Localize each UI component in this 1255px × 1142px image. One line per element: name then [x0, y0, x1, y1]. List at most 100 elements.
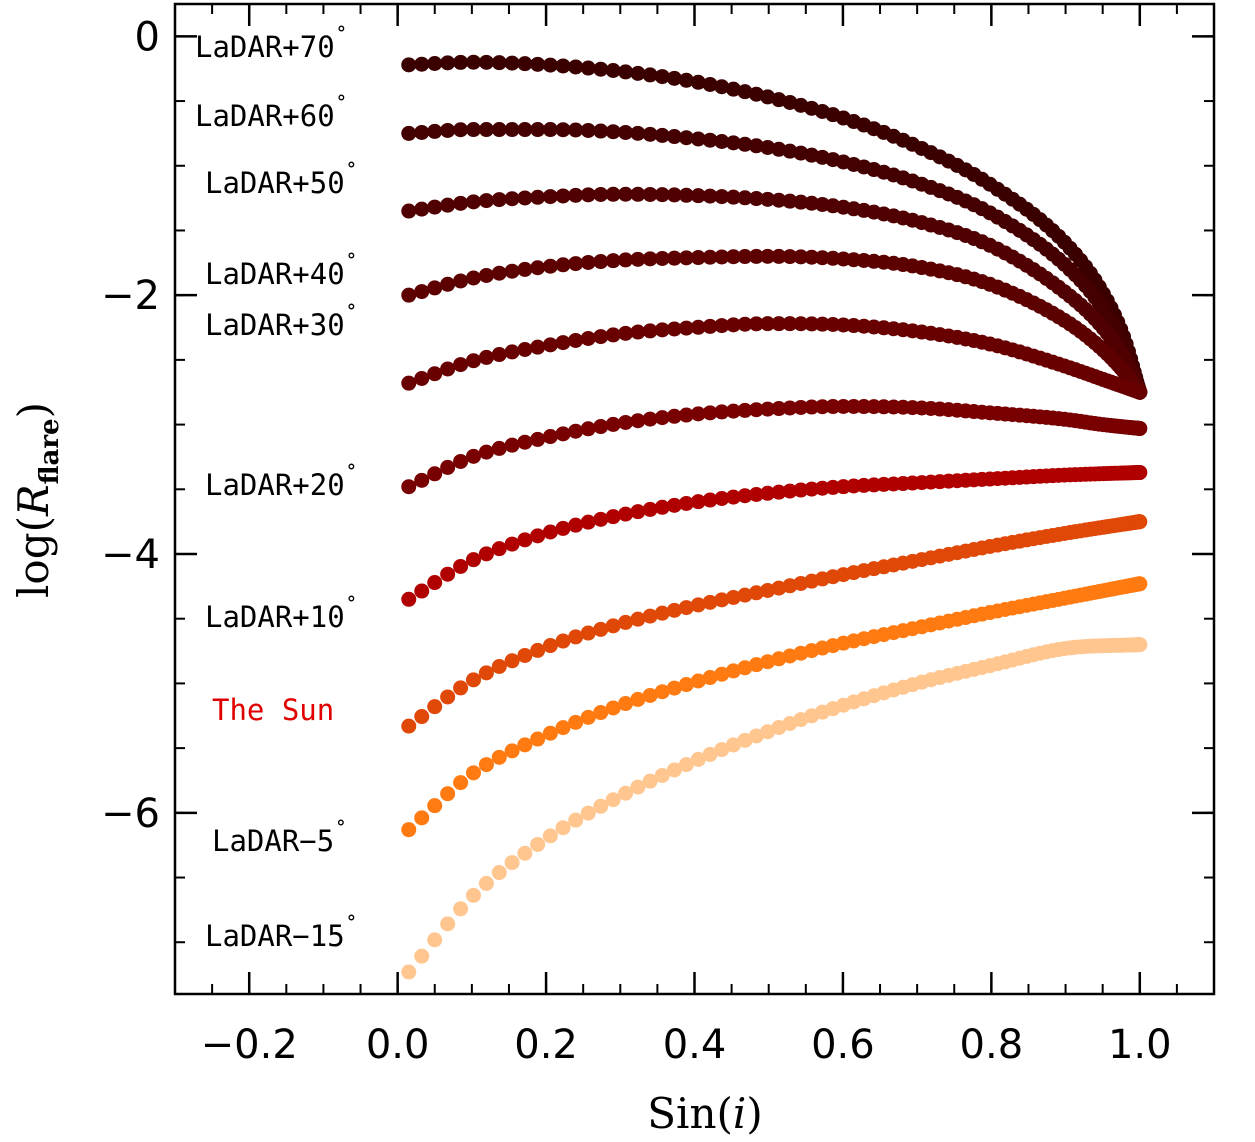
data-point	[580, 122, 596, 138]
data-point	[771, 192, 787, 208]
data-point	[542, 189, 558, 205]
data-point	[804, 316, 820, 332]
data-point	[666, 250, 682, 266]
data-point	[618, 252, 634, 268]
series-label-text: LaDAR−15	[205, 919, 345, 953]
data-point	[678, 250, 694, 266]
data-point	[702, 405, 718, 421]
data-point	[760, 191, 776, 207]
data-point	[814, 250, 830, 266]
data-point	[714, 491, 730, 507]
data-point	[737, 84, 753, 100]
data-point	[593, 123, 609, 139]
data-point	[725, 663, 741, 679]
data-point	[678, 130, 694, 146]
data-point	[580, 709, 596, 725]
data-point	[678, 187, 694, 203]
data-point	[555, 188, 571, 204]
data-series	[401, 464, 1148, 607]
data-point	[555, 426, 571, 442]
data-point	[440, 55, 456, 71]
data-point	[414, 124, 430, 140]
data-point	[517, 341, 533, 357]
data-point	[737, 660, 753, 676]
data-point	[466, 353, 482, 369]
data-point	[782, 400, 798, 416]
data-point	[530, 731, 546, 747]
data-point	[478, 546, 494, 562]
data-point	[666, 70, 682, 86]
series-label: LaDAR+50˚	[205, 162, 358, 200]
data-point	[580, 254, 596, 270]
data-point	[466, 887, 482, 903]
data-point	[530, 528, 546, 544]
data-point	[690, 250, 706, 266]
data-point	[568, 517, 584, 533]
data-point	[642, 773, 658, 789]
data-point	[401, 718, 417, 734]
data-point	[491, 440, 507, 456]
data-point	[517, 56, 533, 72]
data-point	[517, 190, 533, 206]
data-series	[401, 637, 1148, 980]
data-point	[702, 746, 718, 762]
data-point	[440, 122, 456, 138]
data-point	[630, 691, 646, 707]
data-point	[517, 647, 533, 663]
x-tick-label: 0.0	[366, 1022, 430, 1068]
data-point	[690, 74, 706, 90]
data-point	[440, 916, 456, 932]
data-point	[414, 810, 430, 826]
data-point	[737, 316, 753, 332]
data-point	[654, 605, 670, 621]
data-point	[642, 126, 658, 142]
data-point	[690, 494, 706, 510]
data-point	[414, 948, 430, 964]
data-point	[782, 193, 798, 209]
data-point	[760, 248, 776, 264]
data-point	[568, 423, 584, 439]
data-point	[568, 59, 584, 75]
data-point	[466, 194, 482, 210]
data-point	[771, 484, 787, 500]
series-labels: LaDAR+70˚LaDAR+60˚LaDAR+50˚LaDAR+40˚LaDA…	[195, 26, 358, 953]
data-point	[580, 625, 596, 641]
data-point	[690, 319, 706, 335]
data-point	[748, 728, 764, 744]
series-label-text: LaDAR+10	[205, 600, 345, 634]
data-point	[504, 263, 520, 279]
data-point	[530, 189, 546, 205]
data-point	[504, 191, 520, 207]
data-point	[453, 453, 469, 469]
data-point	[654, 69, 670, 85]
data-point	[593, 798, 609, 814]
data-point	[568, 629, 584, 645]
data-point	[478, 267, 494, 283]
data-point	[414, 583, 430, 599]
data-point	[725, 403, 741, 419]
data-point	[478, 193, 494, 209]
data-point	[748, 248, 764, 264]
data-point	[666, 762, 682, 778]
data-point	[678, 677, 694, 693]
data-point	[654, 250, 670, 266]
series-label: LaDAR+70˚	[195, 26, 348, 64]
data-point	[427, 466, 443, 482]
data-point	[630, 324, 646, 340]
data-point	[414, 56, 430, 72]
data-point	[782, 316, 798, 332]
data-point	[1132, 514, 1148, 530]
data-point	[678, 600, 694, 616]
data-point	[678, 757, 694, 773]
data-point	[401, 822, 417, 838]
series-label: LaDAR+20˚	[205, 464, 358, 502]
data-point	[1132, 420, 1148, 436]
data-point	[542, 524, 558, 540]
data-point	[530, 339, 546, 355]
data-point	[748, 191, 764, 207]
data-point	[690, 751, 706, 767]
data-point	[568, 812, 584, 828]
data-point	[714, 666, 730, 682]
data-point	[771, 316, 787, 332]
data-point	[555, 335, 571, 351]
